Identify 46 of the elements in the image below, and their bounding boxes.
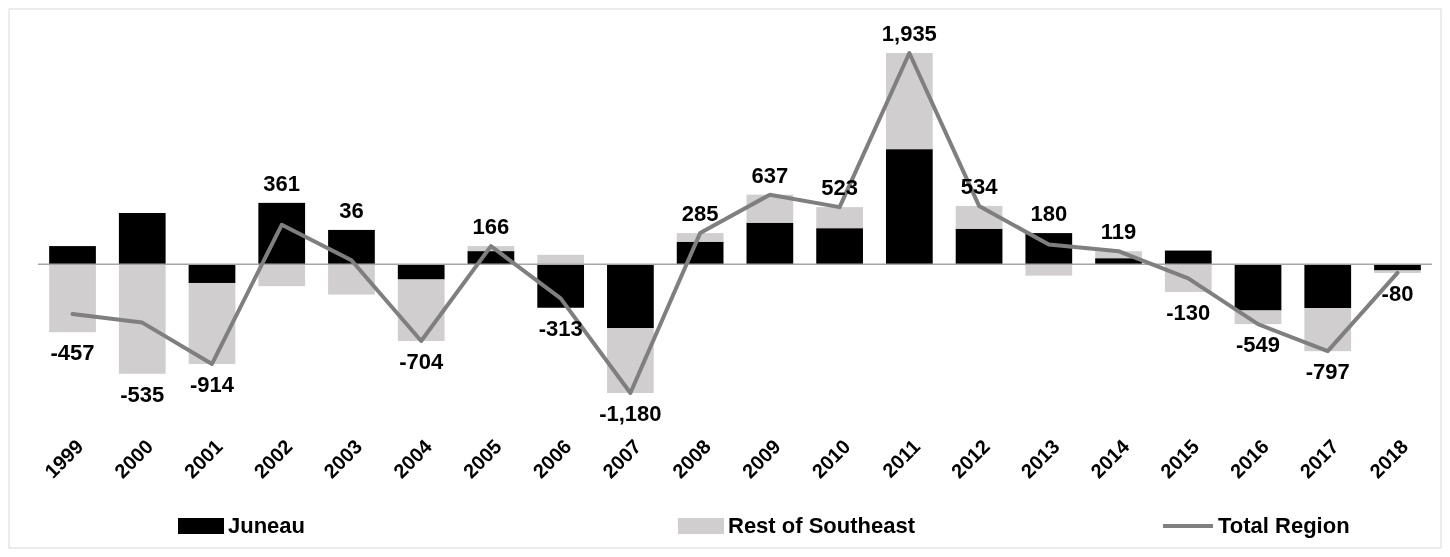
bar bbox=[1374, 270, 1421, 273]
data-label: -704 bbox=[399, 349, 444, 375]
data-label: -797 bbox=[1305, 359, 1350, 385]
bar bbox=[537, 264, 585, 308]
bar bbox=[885, 149, 933, 265]
data-label: -1,180 bbox=[599, 401, 662, 426]
data-label: -80 bbox=[1381, 280, 1414, 306]
data-label: -535 bbox=[120, 381, 165, 407]
bar bbox=[1234, 264, 1282, 311]
data-label: 637 bbox=[751, 162, 789, 188]
data-label: 180 bbox=[1030, 201, 1068, 227]
bar bbox=[258, 264, 306, 287]
data-label: -549 bbox=[1235, 332, 1281, 358]
data-label: 1,935 bbox=[881, 21, 937, 46]
bar bbox=[188, 264, 236, 283]
bar bbox=[328, 264, 375, 295]
data-label: -313 bbox=[538, 315, 583, 341]
data-label: 36 bbox=[339, 197, 364, 223]
bar bbox=[816, 207, 863, 229]
bar bbox=[955, 228, 1003, 265]
data-label: 361 bbox=[263, 170, 301, 196]
bar bbox=[607, 264, 654, 329]
bar bbox=[328, 229, 375, 265]
bar bbox=[1304, 264, 1352, 309]
data-label: -914 bbox=[189, 371, 235, 397]
bar bbox=[118, 213, 166, 265]
bar bbox=[746, 222, 794, 265]
bar bbox=[188, 282, 236, 364]
legend-label: Total Region bbox=[1218, 513, 1350, 538]
data-label: -130 bbox=[1166, 300, 1211, 326]
bar bbox=[397, 264, 445, 280]
legend-label: Juneau bbox=[228, 513, 306, 538]
bar bbox=[118, 264, 166, 374]
data-label: 166 bbox=[472, 214, 510, 240]
bar bbox=[49, 264, 96, 333]
bar bbox=[885, 53, 933, 150]
data-label: 523 bbox=[821, 175, 858, 201]
bar bbox=[1025, 264, 1073, 276]
bar bbox=[955, 205, 1003, 229]
data-label: -457 bbox=[50, 340, 95, 366]
data-label: 534 bbox=[960, 173, 999, 199]
bar bbox=[49, 246, 96, 265]
legend-label: Rest of Southeast bbox=[728, 513, 916, 538]
bar bbox=[816, 228, 863, 265]
data-label: 285 bbox=[681, 201, 719, 227]
data-label: 119 bbox=[1100, 219, 1137, 245]
